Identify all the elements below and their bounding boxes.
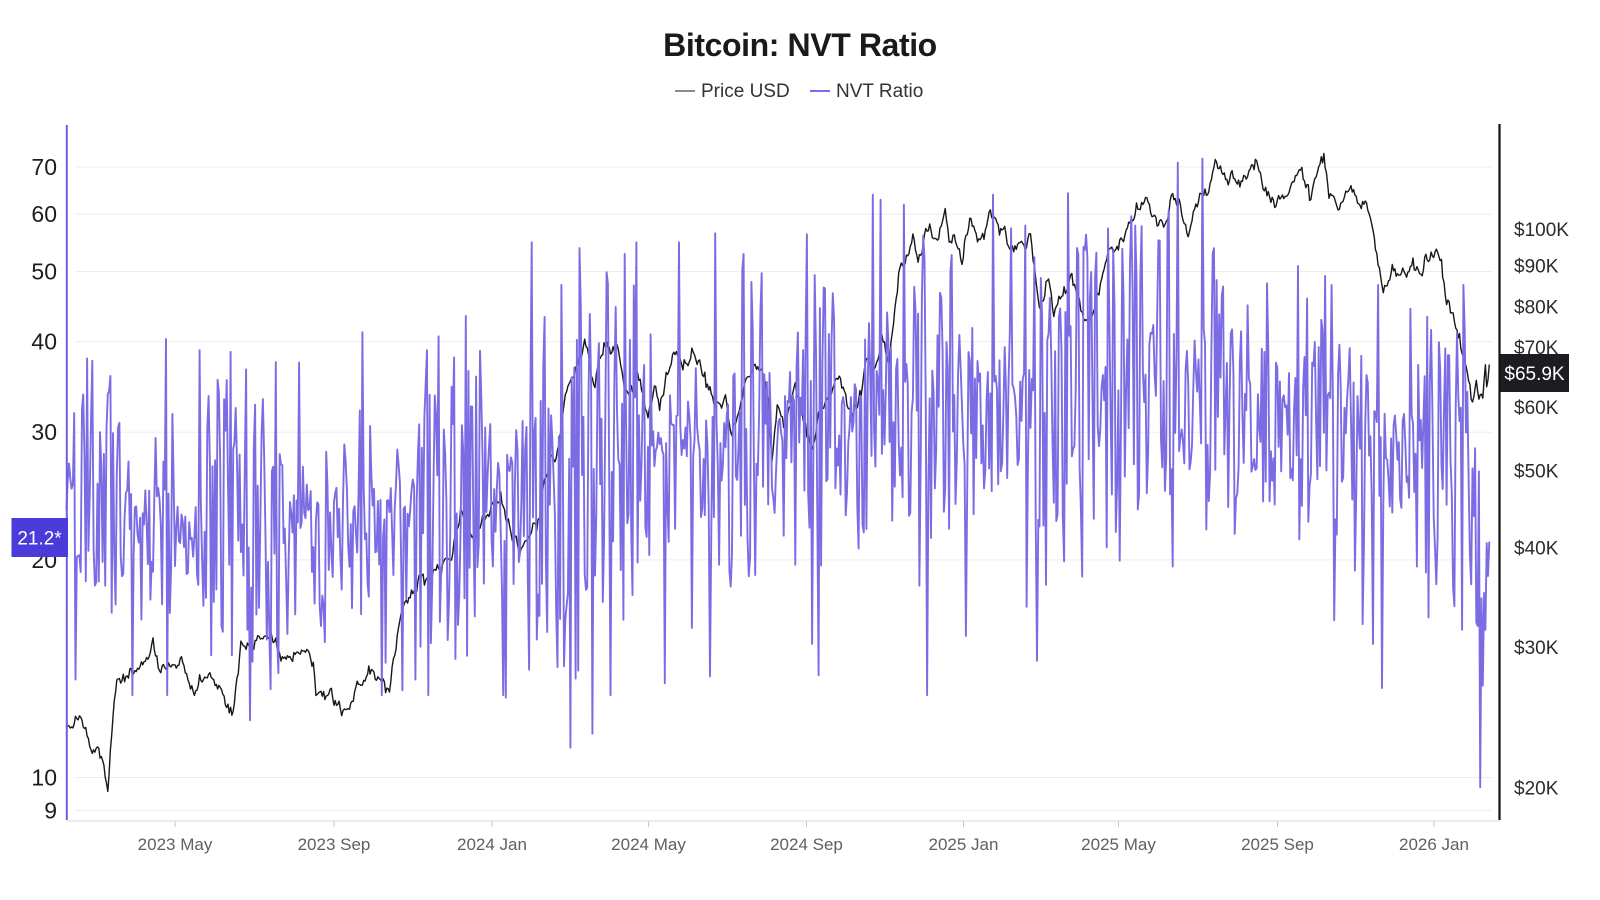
svg-text:$65.9K: $65.9K <box>1504 364 1565 385</box>
svg-text:$90K: $90K <box>1514 257 1559 278</box>
svg-text:21.2*: 21.2* <box>17 529 62 550</box>
svg-text:40: 40 <box>31 329 57 355</box>
svg-text:2024 May: 2024 May <box>611 835 686 854</box>
svg-text:$30K: $30K <box>1514 638 1559 659</box>
svg-text:NVT Ratio: NVT Ratio <box>836 81 923 102</box>
svg-text:Bitcoin: NVT Ratio: Bitcoin: NVT Ratio <box>663 27 937 63</box>
svg-text:2025 May: 2025 May <box>1081 835 1156 854</box>
svg-text:Price USD: Price USD <box>701 81 790 102</box>
svg-text:$80K: $80K <box>1514 298 1559 319</box>
svg-text:60: 60 <box>31 201 57 227</box>
svg-text:$50K: $50K <box>1514 461 1559 482</box>
svg-text:$20K: $20K <box>1514 779 1559 800</box>
svg-text:2025 Jan: 2025 Jan <box>929 835 999 854</box>
svg-text:$60K: $60K <box>1514 398 1559 419</box>
svg-text:2026 Jan: 2026 Jan <box>1399 835 1469 854</box>
svg-text:2025 Sep: 2025 Sep <box>1241 835 1314 854</box>
svg-text:2023 May: 2023 May <box>138 835 213 854</box>
svg-text:$40K: $40K <box>1514 539 1559 560</box>
svg-text:30: 30 <box>31 419 57 445</box>
svg-text:50: 50 <box>31 259 57 285</box>
svg-text:$100K: $100K <box>1514 220 1569 241</box>
svg-text:2024 Jan: 2024 Jan <box>457 835 527 854</box>
svg-text:9: 9 <box>44 798 57 824</box>
svg-text:$70K: $70K <box>1514 338 1559 359</box>
svg-text:2023 Sep: 2023 Sep <box>298 835 371 854</box>
svg-text:70: 70 <box>31 154 57 180</box>
svg-text:10: 10 <box>31 765 57 791</box>
svg-text:2024 Sep: 2024 Sep <box>770 835 843 854</box>
